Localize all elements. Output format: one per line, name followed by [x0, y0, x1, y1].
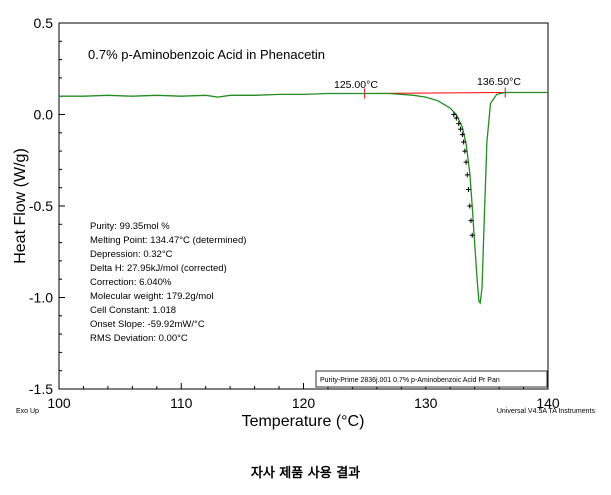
results-block: Purity: 99.35mol % Melting Point: 134.47…	[90, 221, 246, 344]
y-axis-title: Heat Flow (W/g)	[12, 148, 29, 264]
x-axis-title: Temperature (°C)	[242, 413, 365, 430]
fit-point-marker	[462, 148, 468, 154]
y-tick-label: -1.0	[29, 290, 53, 306]
exo-label: Exo Up	[16, 408, 39, 415]
result-line: Onset Slope: -59.92mW/°C	[90, 319, 205, 330]
x-tick-label: 100	[47, 395, 71, 411]
fit-point-marker	[463, 159, 469, 165]
chart-title: 0.7% p-Aminobenzoic Acid in Phenacetin	[88, 47, 325, 62]
plot-area	[58, 22, 549, 390]
y-tick-label: -0.5	[29, 198, 53, 214]
y-axis-ticks: 0.5 0.0 -0.5 -1.0 -1.5	[29, 15, 65, 397]
fit-point-marker	[453, 115, 459, 121]
file-label: Purity-Prime 2836j.001 0.7% p-Aminobenzo…	[320, 377, 500, 384]
fit-point-marker	[451, 112, 457, 117]
series-group	[59, 91, 548, 305]
limit-label-end: 136.50°C	[477, 76, 521, 88]
figure-caption: 자사 제품 사용 결과	[250, 466, 361, 481]
x-tick-label: 130	[414, 395, 438, 411]
file-label-box	[315, 370, 548, 388]
x-tick-label: 120	[292, 395, 316, 411]
y-tick-label: 0.5	[34, 15, 54, 31]
fit-point-marker	[461, 139, 467, 145]
result-line: RMS Deviation: 0.00°C	[90, 333, 188, 344]
result-line: Correction: 6.040%	[90, 277, 172, 288]
marker-group	[451, 112, 475, 238]
fit-point-marker	[464, 172, 470, 178]
result-line: Cell Constant: 1.018	[90, 305, 176, 316]
result-line: Molecular weight: 179.2g/mol	[90, 291, 214, 302]
fit-point-marker	[468, 218, 474, 224]
heat-flow-line	[59, 91, 548, 305]
result-line: Delta H: 27.95kJ/mol (corrected)	[90, 263, 227, 274]
x-tick-label: 110	[170, 395, 193, 411]
limit-label-start: 125.00°C	[334, 79, 378, 91]
result-line: Melting Point: 134.47°C (determined)	[90, 235, 246, 246]
fit-point-marker	[467, 203, 473, 209]
y-tick-label: 0.0	[34, 107, 54, 123]
fit-point-marker	[456, 121, 462, 127]
y-tick-label: -1.5	[29, 381, 53, 397]
instrument-label: Universal V4.5A TA Instruments	[497, 408, 596, 415]
x-axis-ticks: 100 110 120 130 140	[47, 383, 560, 411]
result-line: Depression: 0.32°C	[90, 249, 173, 260]
fit-point-marker	[469, 232, 475, 238]
result-line: Purity: 99.35mol %	[90, 221, 170, 232]
fit-point-marker	[458, 126, 464, 132]
fit-point-marker	[459, 132, 465, 138]
fit-point-marker	[466, 187, 472, 193]
x-tick-label: 140	[536, 395, 560, 411]
